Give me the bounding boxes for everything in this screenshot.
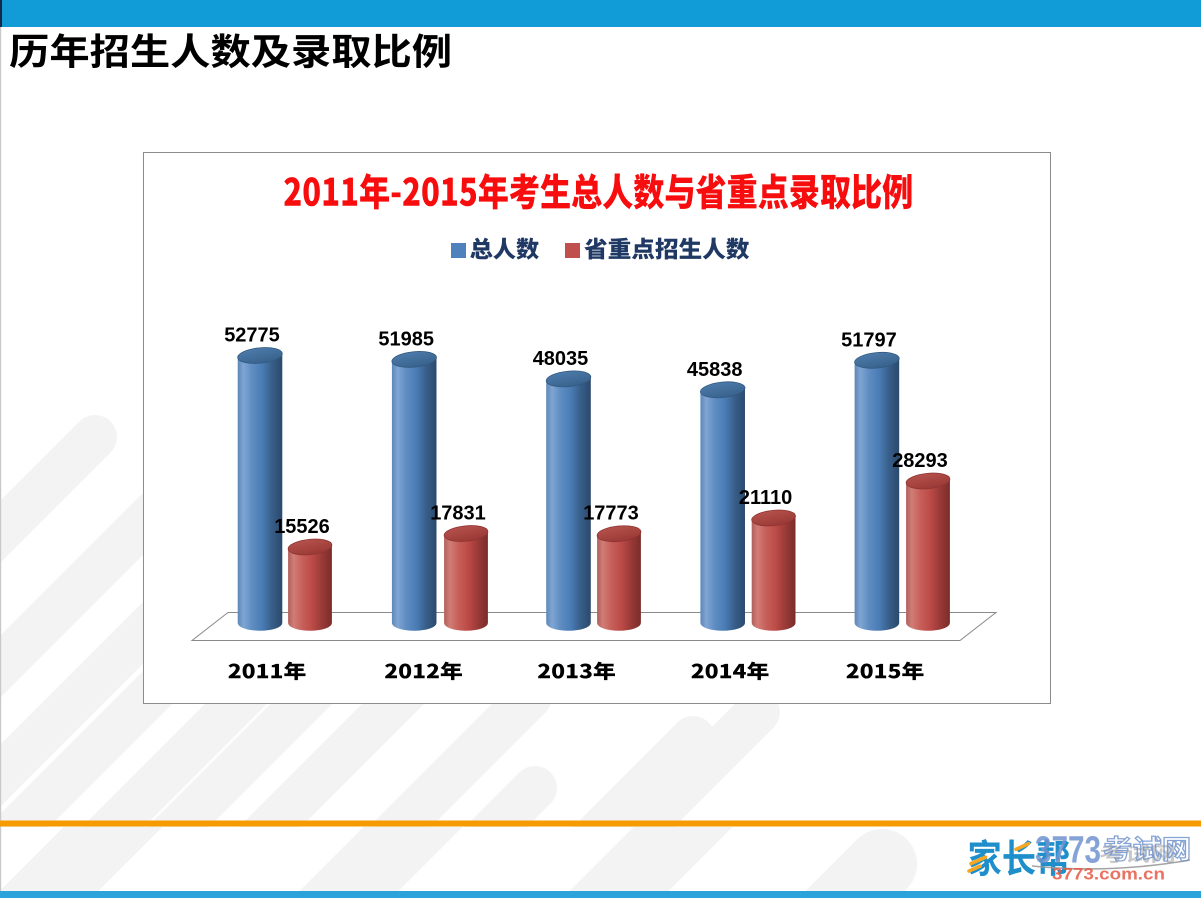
svg-text:17773: 17773 [583,503,639,525]
svg-text:45838: 45838 [687,359,743,381]
svg-text:51985: 51985 [378,328,434,350]
svg-text:15526: 15526 [274,516,330,538]
svg-text:51797: 51797 [841,329,897,351]
svg-text:17831: 17831 [430,503,486,525]
svg-text:21110: 21110 [739,487,792,509]
svg-text:52775: 52775 [224,325,280,347]
svg-text:3773.com.cn: 3773.com.cn [1052,864,1165,883]
svg-text:48035: 48035 [533,348,589,370]
svg-text:3773: 3773 [1035,830,1101,872]
svg-text:28293: 28293 [892,450,948,472]
